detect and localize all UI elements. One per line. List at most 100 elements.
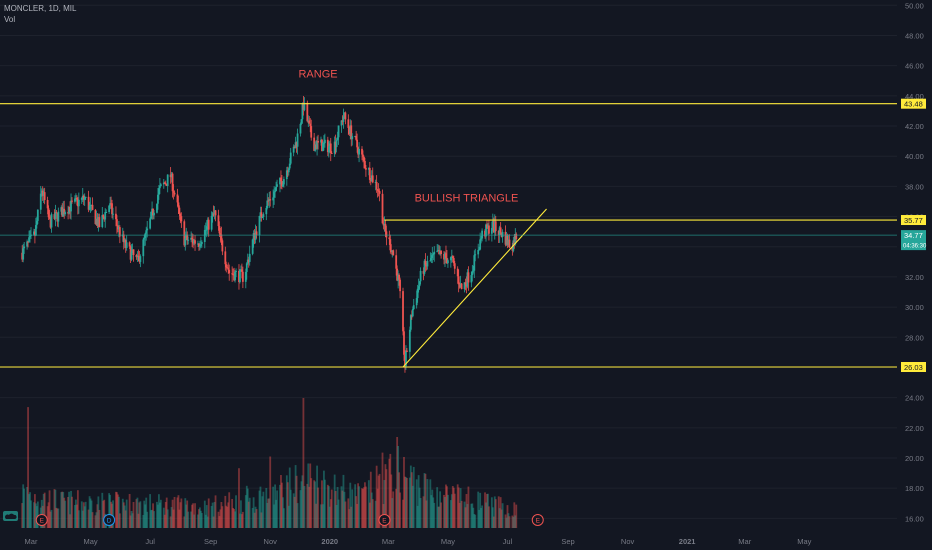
time-axis[interactable]: Mar May Jul Sep Nov 2020 Mar May Jul Sep Nov 2021 Ma… [25, 537, 812, 546]
candle-body [425, 264, 428, 267]
volume-bar [199, 507, 201, 528]
legend-symbol[interactable]: MONCLER, 1D, MIL [4, 4, 77, 13]
volume-bar [490, 497, 493, 528]
candle-body [389, 239, 392, 251]
volume-bar [265, 488, 268, 528]
candle-body [329, 143, 332, 153]
x-tick-label: Jul [503, 537, 513, 546]
candle-body [488, 225, 490, 234]
volume-bar [365, 486, 367, 528]
candle-body [440, 250, 442, 255]
volume-bar [492, 516, 495, 528]
candle-body [139, 256, 142, 262]
candle-body [162, 182, 165, 185]
y-tick-label: 30.00 [905, 303, 924, 312]
volume-bar [47, 502, 50, 528]
candle-body [163, 182, 166, 184]
candle-body [259, 212, 262, 216]
volume-bar [438, 506, 441, 528]
volume-bar [116, 494, 119, 528]
candle-body [492, 221, 495, 233]
volume-bar [446, 486, 448, 528]
candle-body [504, 231, 507, 245]
volume-bar [369, 471, 372, 528]
candle-body [423, 260, 426, 274]
candle-body [137, 255, 140, 257]
candle-body [115, 213, 117, 220]
candle-body [232, 273, 235, 275]
candle-body [473, 255, 476, 271]
volume-bar [397, 445, 400, 528]
volume-bar [432, 497, 435, 528]
candle-body [498, 227, 501, 235]
candle-body [50, 214, 53, 228]
x-tick-label: Mar [382, 537, 395, 546]
volume-bar [187, 511, 190, 528]
volume-bar [77, 510, 80, 528]
volume-bar [281, 482, 283, 528]
volume-bar [33, 502, 35, 528]
earnings-marker[interactable] [35, 514, 48, 526]
earnings-marker[interactable] [531, 514, 544, 526]
candle-body [112, 213, 114, 215]
volume-bar [337, 499, 340, 528]
volume-bar [27, 407, 29, 528]
drawings[interactable] [0, 103, 897, 368]
volume-bar [54, 489, 57, 528]
volume-bar [343, 491, 346, 528]
volume-bar [295, 475, 298, 528]
volume-bar [300, 481, 303, 528]
volume-bar [159, 499, 162, 528]
candle-body [131, 249, 134, 252]
candle-body [261, 217, 264, 219]
price-label: 35.77 [904, 216, 923, 225]
volume-bar [506, 505, 509, 528]
candle-body [474, 254, 477, 256]
price-axis[interactable]: 16.0018.0020.0022.0024.0026.0028.0030.00… [901, 1, 927, 523]
volume-bar [244, 495, 247, 528]
volume-bar [40, 499, 43, 528]
countdown-label: 04:36:30 [903, 244, 927, 250]
volume-bar [367, 480, 370, 528]
volume-bar [471, 503, 474, 528]
volume-bar [178, 509, 181, 528]
candle-body [328, 143, 331, 147]
volume-bar [258, 490, 261, 528]
candle-body [415, 298, 418, 306]
candle-body [57, 211, 60, 222]
volume-bar [303, 485, 306, 528]
volume-bar [384, 464, 387, 528]
volume-bar [186, 500, 189, 528]
volume-bar [60, 492, 63, 528]
volume-bar [192, 503, 194, 528]
volume-bar [149, 494, 152, 528]
volume-bar [67, 496, 70, 528]
volume-bar [234, 511, 236, 528]
legend-volume[interactable]: Vol [4, 15, 16, 24]
candle-body [178, 207, 181, 214]
volume-bar [75, 499, 77, 528]
volume-bar [207, 498, 210, 528]
candle-body [56, 213, 59, 222]
candle-body [158, 188, 160, 195]
candle-body [478, 249, 481, 251]
volume-bar [101, 492, 104, 528]
annotations: RANGE BULLISH TRIANGLE [298, 69, 518, 205]
candle-body [247, 259, 250, 262]
candle-body [293, 146, 296, 149]
cloud-icon[interactable] [3, 511, 18, 521]
earnings-marker[interactable] [378, 514, 391, 526]
candle-body [124, 240, 127, 248]
volume-bar [125, 499, 128, 528]
candle-body [392, 250, 395, 256]
volume-bar [177, 495, 180, 528]
volume-bar [62, 492, 65, 528]
dividend-marker[interactable] [103, 514, 116, 526]
volume-bar [150, 510, 152, 528]
volume-bar [513, 502, 516, 528]
candle-body [449, 257, 452, 261]
volume-bar [280, 475, 282, 528]
candle-body [40, 190, 43, 194]
